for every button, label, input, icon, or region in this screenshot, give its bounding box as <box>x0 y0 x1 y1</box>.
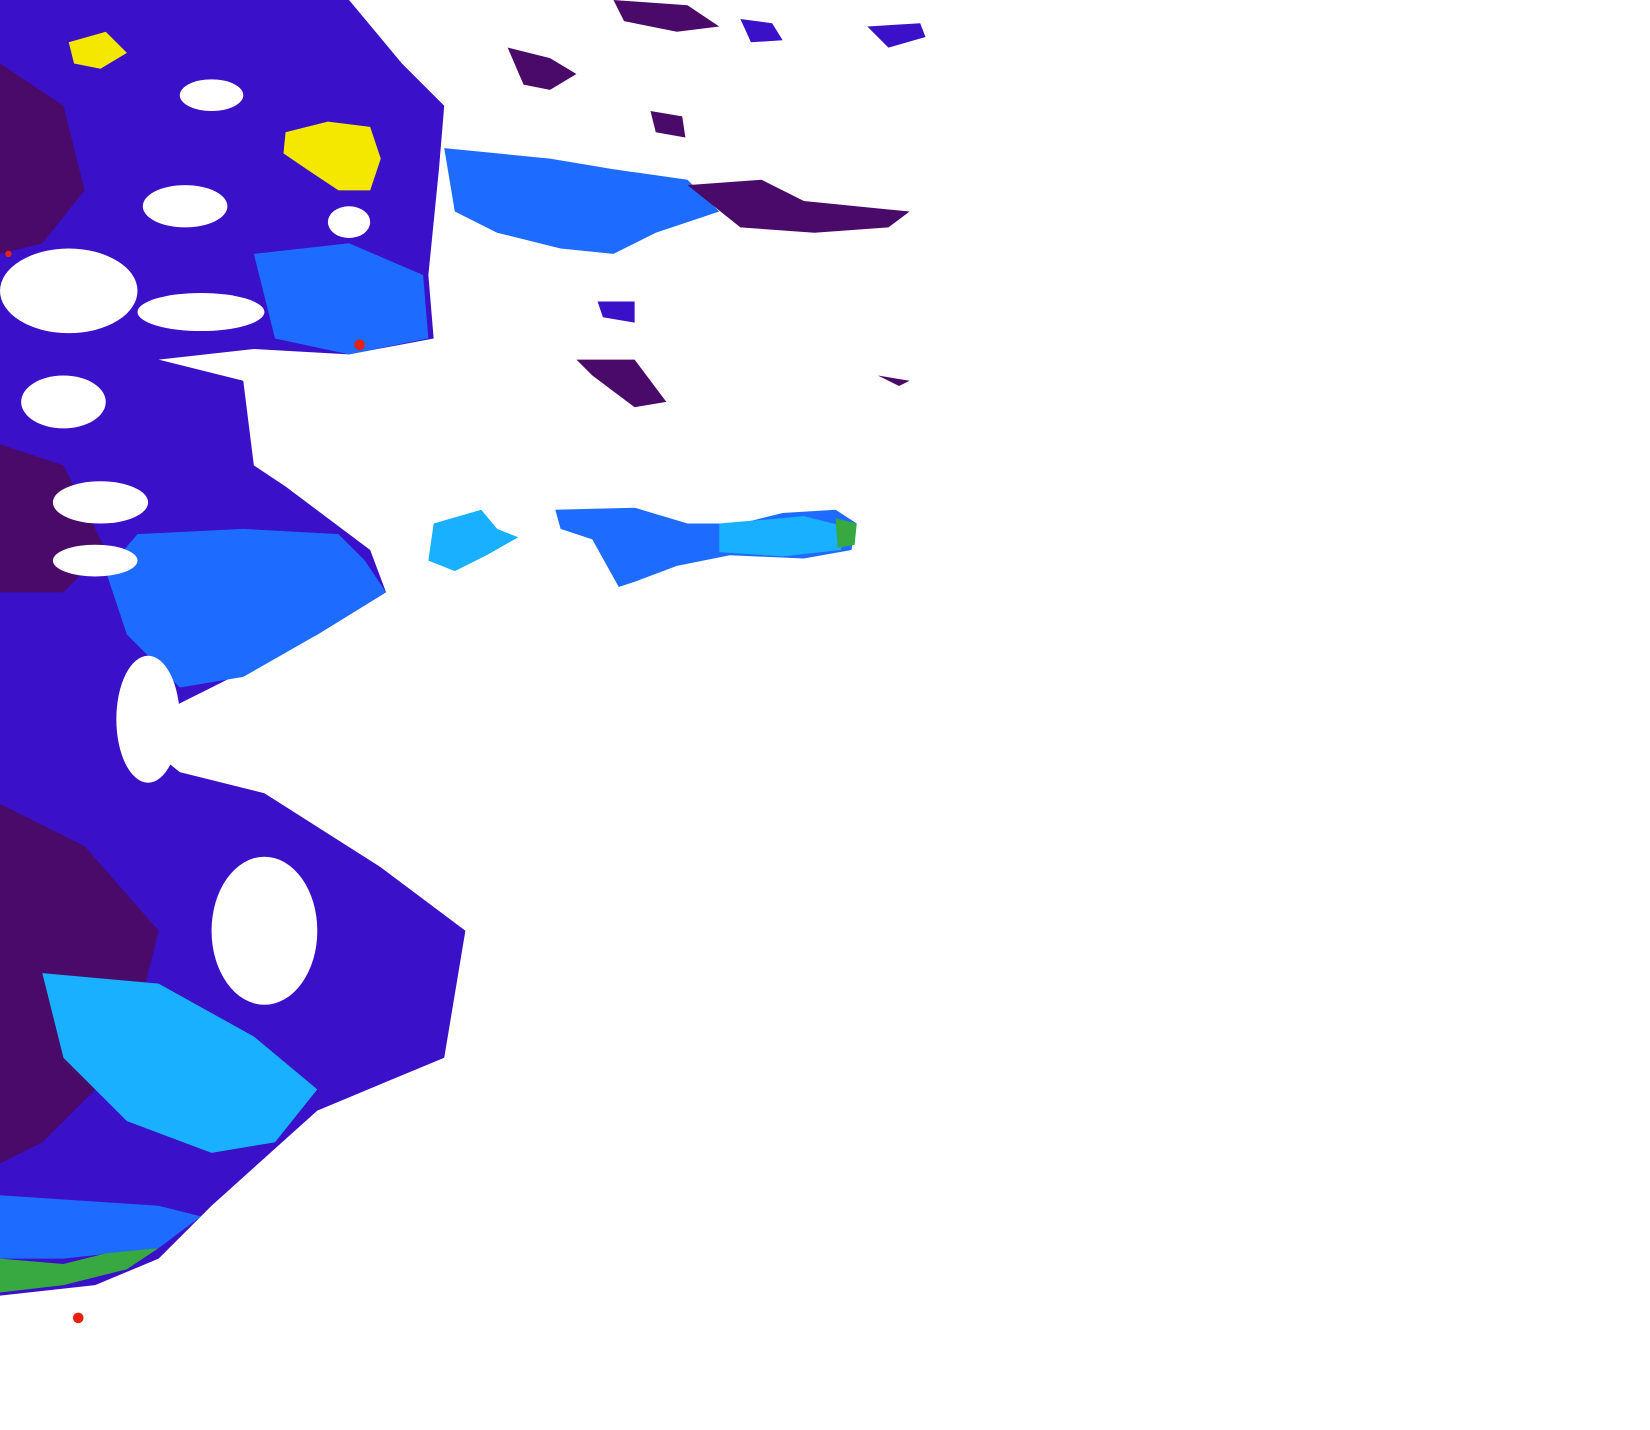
data-region-blue-south <box>0 1195 201 1259</box>
data-region-red-spot-3 <box>5 250 12 258</box>
data-region-patch-ne-9 <box>877 375 910 387</box>
data-region-red-spot-1 <box>72 1312 84 1324</box>
no-data-gaps <box>0 79 371 1005</box>
data-region-patch-ne-8 <box>597 301 635 323</box>
data-region-patch-ne-3 <box>687 179 910 233</box>
data-region-patch-ne-1 <box>613 0 720 32</box>
data-region-patch-ne-5 <box>740 19 783 43</box>
data-region-cyan-south <box>42 973 318 1153</box>
data-region-patch-ne-2 <box>507 47 577 90</box>
data-region-green-sw <box>0 1248 159 1293</box>
data-region-blue-central <box>105 528 387 688</box>
data-region-patch-ne-7 <box>650 111 686 138</box>
data-region-island-b-east <box>719 516 847 557</box>
data-region-dark-west <box>0 63 85 254</box>
data-region-yellow-1 <box>283 121 381 191</box>
data-region-blue-north <box>253 243 429 355</box>
data-region-blue-northeast <box>444 148 720 254</box>
data-region-island-a <box>428 509 519 572</box>
data-region-patch-ne-4 <box>576 359 667 408</box>
data-region-patch-ne-6 <box>867 23 926 48</box>
data-region-yellow-2 <box>68 31 127 69</box>
data-region-red-spot-2 <box>354 339 365 351</box>
data-region-green-island <box>835 518 857 548</box>
